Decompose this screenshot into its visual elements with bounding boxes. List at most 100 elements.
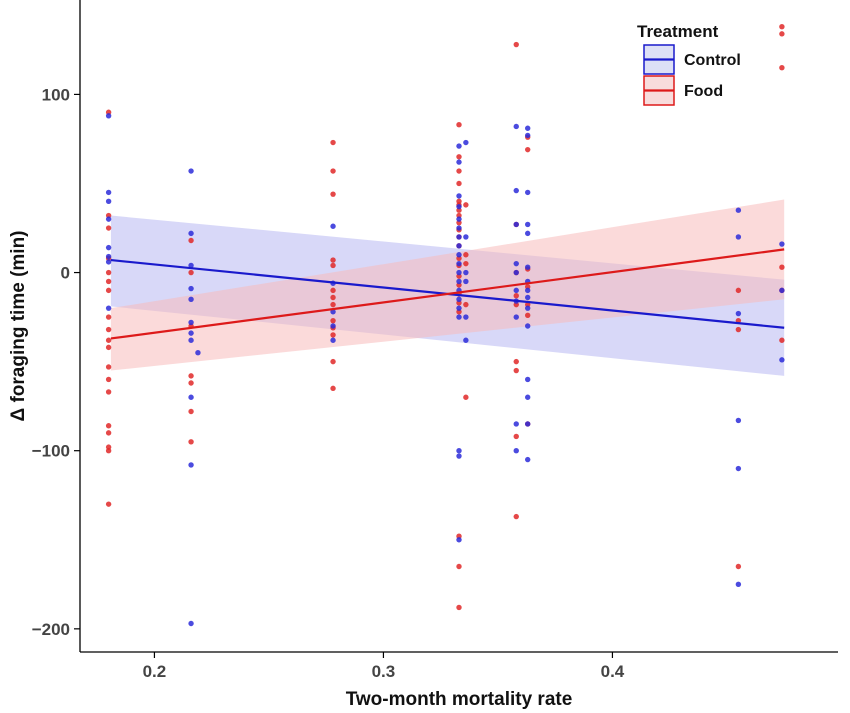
point-food-71 (513, 358, 519, 365)
data-points (105, 24, 785, 627)
point-food-36 (330, 332, 336, 338)
point-control-83 (779, 357, 785, 363)
point-food-63 (463, 260, 469, 267)
point-food-19 (188, 237, 194, 244)
point-food-42 (456, 180, 462, 187)
point-control-82 (779, 287, 785, 294)
point-control-3 (105, 216, 112, 222)
point-food-25 (188, 439, 194, 445)
x-tick-label: 0.4 (601, 662, 625, 681)
y-tick-label: 100 (42, 85, 70, 104)
point-control-35 (456, 269, 462, 276)
point-control-59 (513, 447, 519, 454)
y-axis-ticks: 100 0 −100 −200 (32, 85, 80, 639)
point-food-72 (513, 367, 519, 374)
point-food-66 (513, 41, 519, 48)
point-control-25 (456, 143, 462, 149)
point-food-40 (456, 154, 462, 160)
point-food-26 (330, 139, 336, 146)
point-food-38 (330, 385, 336, 392)
point-food-87 (779, 31, 785, 37)
point-control-9 (188, 230, 194, 237)
point-control-62 (525, 189, 531, 196)
point-control-46 (463, 269, 469, 276)
point-food-91 (779, 337, 785, 343)
point-control-42 (456, 453, 462, 459)
point-control-34 (456, 260, 462, 267)
y-tick-label: 0 (61, 264, 70, 283)
point-control-8 (188, 168, 194, 174)
point-control-31 (456, 234, 462, 240)
point-control-36 (456, 278, 462, 285)
point-food-37 (330, 358, 336, 365)
point-food-4 (105, 269, 112, 276)
point-food-14 (105, 423, 112, 429)
point-control-4 (105, 244, 112, 251)
point-control-54 (513, 269, 519, 276)
legend-label-control: Control (684, 52, 741, 69)
point-control-47 (463, 278, 469, 285)
x-axis-title: Two-month mortality rate (346, 689, 573, 710)
point-food-65 (463, 394, 469, 400)
point-control-28 (456, 203, 462, 210)
legend-label-food: Food (684, 83, 723, 100)
point-control-15 (188, 337, 194, 343)
point-food-8 (105, 326, 112, 333)
point-food-39 (456, 121, 462, 128)
point-control-10 (188, 262, 194, 269)
y-axis-title: Δ foraging time (min) (8, 231, 29, 422)
legend-title: Treatment (637, 22, 719, 41)
point-food-11 (105, 364, 112, 370)
point-control-68 (525, 294, 531, 301)
point-control-55 (513, 287, 519, 294)
point-food-85 (735, 563, 742, 570)
fit-lines (110, 248, 785, 340)
point-food-74 (513, 513, 519, 520)
point-control-81 (779, 241, 785, 247)
point-control-14 (188, 330, 194, 336)
legend: Treatment Control Food (637, 22, 741, 106)
point-control-53 (513, 260, 519, 267)
point-control-23 (330, 323, 336, 329)
point-food-27 (330, 168, 336, 174)
point-food-88 (779, 64, 785, 71)
point-food-76 (525, 146, 531, 153)
point-control-64 (525, 230, 531, 237)
point-control-71 (525, 376, 531, 383)
point-control-44 (463, 139, 469, 146)
point-food-22 (188, 373, 194, 379)
point-control-19 (195, 350, 201, 356)
point-food-64 (463, 301, 469, 308)
point-control-27 (456, 193, 462, 199)
point-food-60 (456, 604, 462, 611)
point-control-7 (105, 305, 112, 311)
point-control-40 (456, 314, 462, 320)
point-control-1 (105, 189, 112, 196)
point-control-41 (456, 447, 462, 454)
point-control-51 (513, 187, 519, 194)
point-control-69 (525, 305, 531, 311)
point-control-63 (525, 221, 531, 228)
point-food-10 (105, 344, 112, 351)
point-control-74 (525, 456, 531, 463)
fit-line-food (110, 248, 785, 340)
point-food-9 (105, 337, 112, 343)
point-food-5 (105, 278, 112, 285)
point-control-43 (456, 537, 462, 543)
point-food-89 (779, 264, 785, 270)
point-control-20 (330, 223, 336, 229)
point-control-70 (525, 323, 531, 329)
point-control-45 (463, 234, 469, 240)
point-control-79 (735, 465, 742, 472)
point-control-50 (513, 123, 519, 130)
point-control-30 (456, 225, 462, 231)
point-control-77 (735, 310, 742, 317)
point-control-72 (525, 394, 531, 400)
point-food-30 (330, 262, 336, 269)
point-control-12 (188, 296, 194, 302)
point-control-0 (105, 113, 112, 119)
point-control-52 (513, 221, 519, 228)
point-food-24 (188, 408, 194, 415)
point-control-2 (105, 198, 112, 205)
point-food-33 (330, 301, 336, 308)
